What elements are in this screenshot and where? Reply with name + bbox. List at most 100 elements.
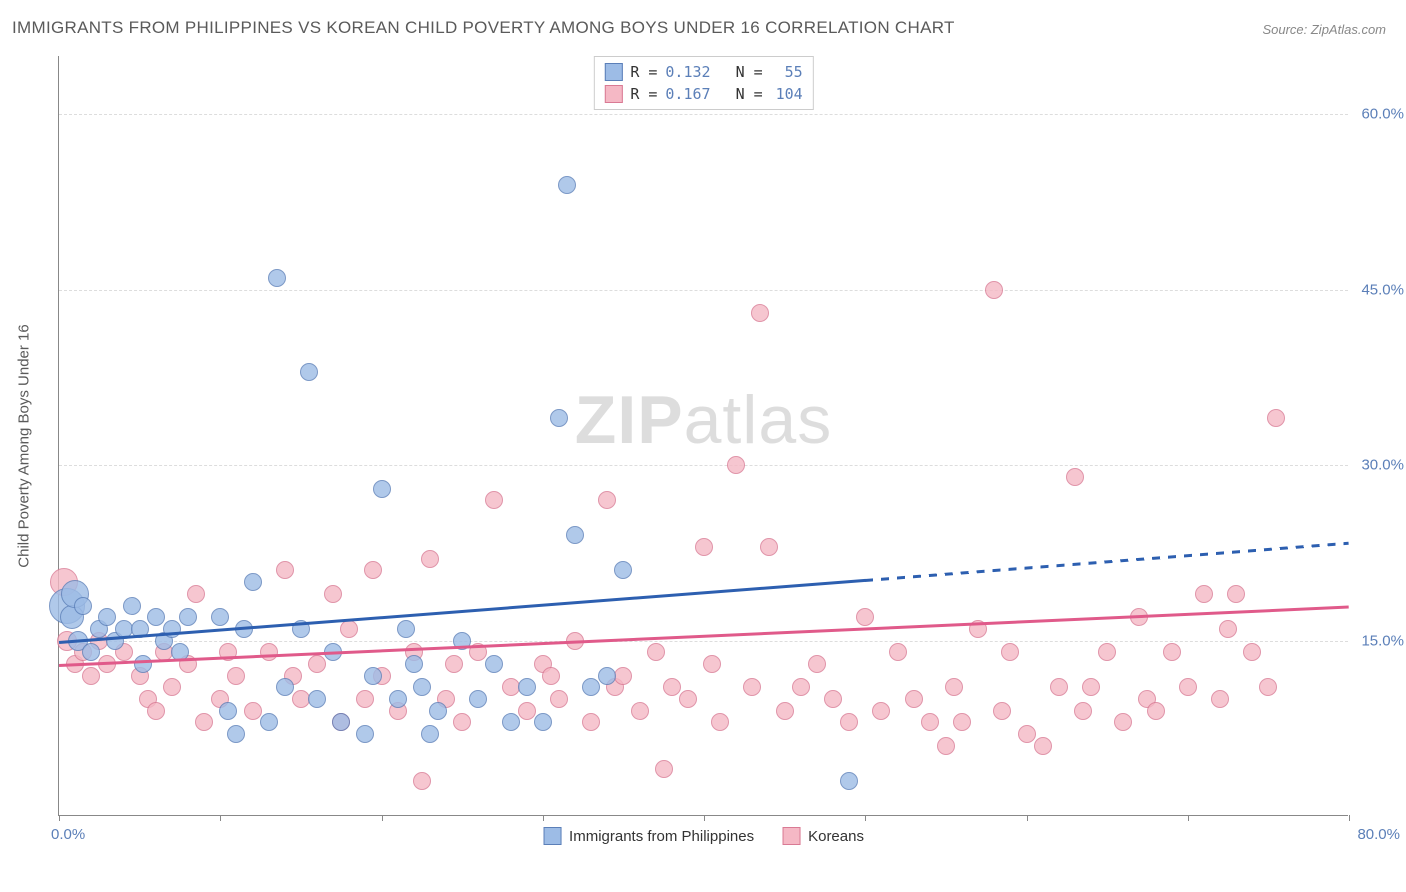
data-point (413, 678, 431, 696)
x-tick (59, 815, 60, 821)
data-point (872, 702, 890, 720)
data-point (1114, 713, 1132, 731)
gridline (59, 290, 1348, 291)
gridline (59, 465, 1348, 466)
source-attribution: Source: ZipAtlas.com (1262, 22, 1386, 37)
data-point (695, 538, 713, 556)
x-tick (1188, 815, 1189, 821)
data-point (1001, 643, 1019, 661)
y-tick-label: 15.0% (1361, 632, 1404, 649)
y-tick-label: 30.0% (1361, 457, 1404, 474)
data-point (502, 713, 520, 731)
data-point (598, 491, 616, 509)
legend-item-koreans: Koreans (782, 827, 864, 845)
data-point (74, 597, 92, 615)
data-point (356, 690, 374, 708)
x-tick (382, 815, 383, 821)
data-point (808, 655, 826, 673)
data-point (260, 643, 278, 661)
data-point (82, 643, 100, 661)
data-point (631, 702, 649, 720)
data-point (219, 702, 237, 720)
data-point (364, 667, 382, 685)
data-point (655, 760, 673, 778)
trend-line (865, 541, 1349, 581)
data-point (268, 269, 286, 287)
data-point (179, 608, 197, 626)
gridline (59, 114, 1348, 115)
data-point (405, 655, 423, 673)
data-point (485, 655, 503, 673)
data-point (993, 702, 1011, 720)
data-point (518, 678, 536, 696)
data-point (856, 608, 874, 626)
swatch-koreans (604, 85, 622, 103)
data-point (550, 690, 568, 708)
r-value-koreans: 0.167 (665, 83, 710, 105)
n-value-koreans: 104 (771, 83, 803, 105)
data-point (743, 678, 761, 696)
data-point (824, 690, 842, 708)
data-point (840, 772, 858, 790)
data-point (1219, 620, 1237, 638)
data-point (566, 526, 584, 544)
data-point (1243, 643, 1261, 661)
data-point (703, 655, 721, 673)
data-point (840, 713, 858, 731)
swatch-koreans-icon (782, 827, 800, 845)
data-point (985, 281, 1003, 299)
data-point (276, 678, 294, 696)
data-point (389, 690, 407, 708)
data-point (98, 608, 116, 626)
data-point (614, 667, 632, 685)
data-point (1179, 678, 1197, 696)
data-point (727, 456, 745, 474)
data-point (453, 713, 471, 731)
plot-area: ZIPatlas R = 0.132 N = 55 R = 0.167 N = … (58, 56, 1348, 816)
data-point (1050, 678, 1068, 696)
data-point (582, 678, 600, 696)
data-point (1074, 702, 1092, 720)
gridline (59, 641, 1348, 642)
swatch-philippines (604, 63, 622, 81)
data-point (937, 737, 955, 755)
data-point (1147, 702, 1165, 720)
data-point (582, 713, 600, 731)
data-point (429, 702, 447, 720)
data-point (518, 702, 536, 720)
data-point (364, 561, 382, 579)
data-point (260, 713, 278, 731)
stats-row-koreans: R = 0.167 N = 104 (604, 83, 802, 105)
data-point (413, 772, 431, 790)
data-point (889, 643, 907, 661)
data-point (1098, 643, 1116, 661)
x-tick (704, 815, 705, 821)
watermark: ZIPatlas (575, 381, 832, 459)
data-point (445, 655, 463, 673)
data-point (147, 702, 165, 720)
data-point (711, 713, 729, 731)
data-point (356, 725, 374, 743)
data-point (945, 678, 963, 696)
data-point (300, 363, 318, 381)
data-point (679, 690, 697, 708)
data-point (953, 713, 971, 731)
trend-line (59, 606, 1349, 667)
data-point (1066, 468, 1084, 486)
data-point (1163, 643, 1181, 661)
data-point (227, 667, 245, 685)
data-point (1227, 585, 1245, 603)
data-point (308, 655, 326, 673)
y-tick-label: 45.0% (1361, 281, 1404, 298)
data-point (614, 561, 632, 579)
data-point (187, 585, 205, 603)
x-tick (543, 815, 544, 821)
data-point (1018, 725, 1036, 743)
x-axis-max: 80.0% (1357, 826, 1400, 843)
data-point (308, 690, 326, 708)
data-point (751, 304, 769, 322)
correlation-chart: IMMIGRANTS FROM PHILIPPINES VS KOREAN CH… (0, 0, 1406, 892)
x-tick (220, 815, 221, 821)
data-point (244, 573, 262, 591)
n-value-philippines: 55 (771, 61, 803, 83)
